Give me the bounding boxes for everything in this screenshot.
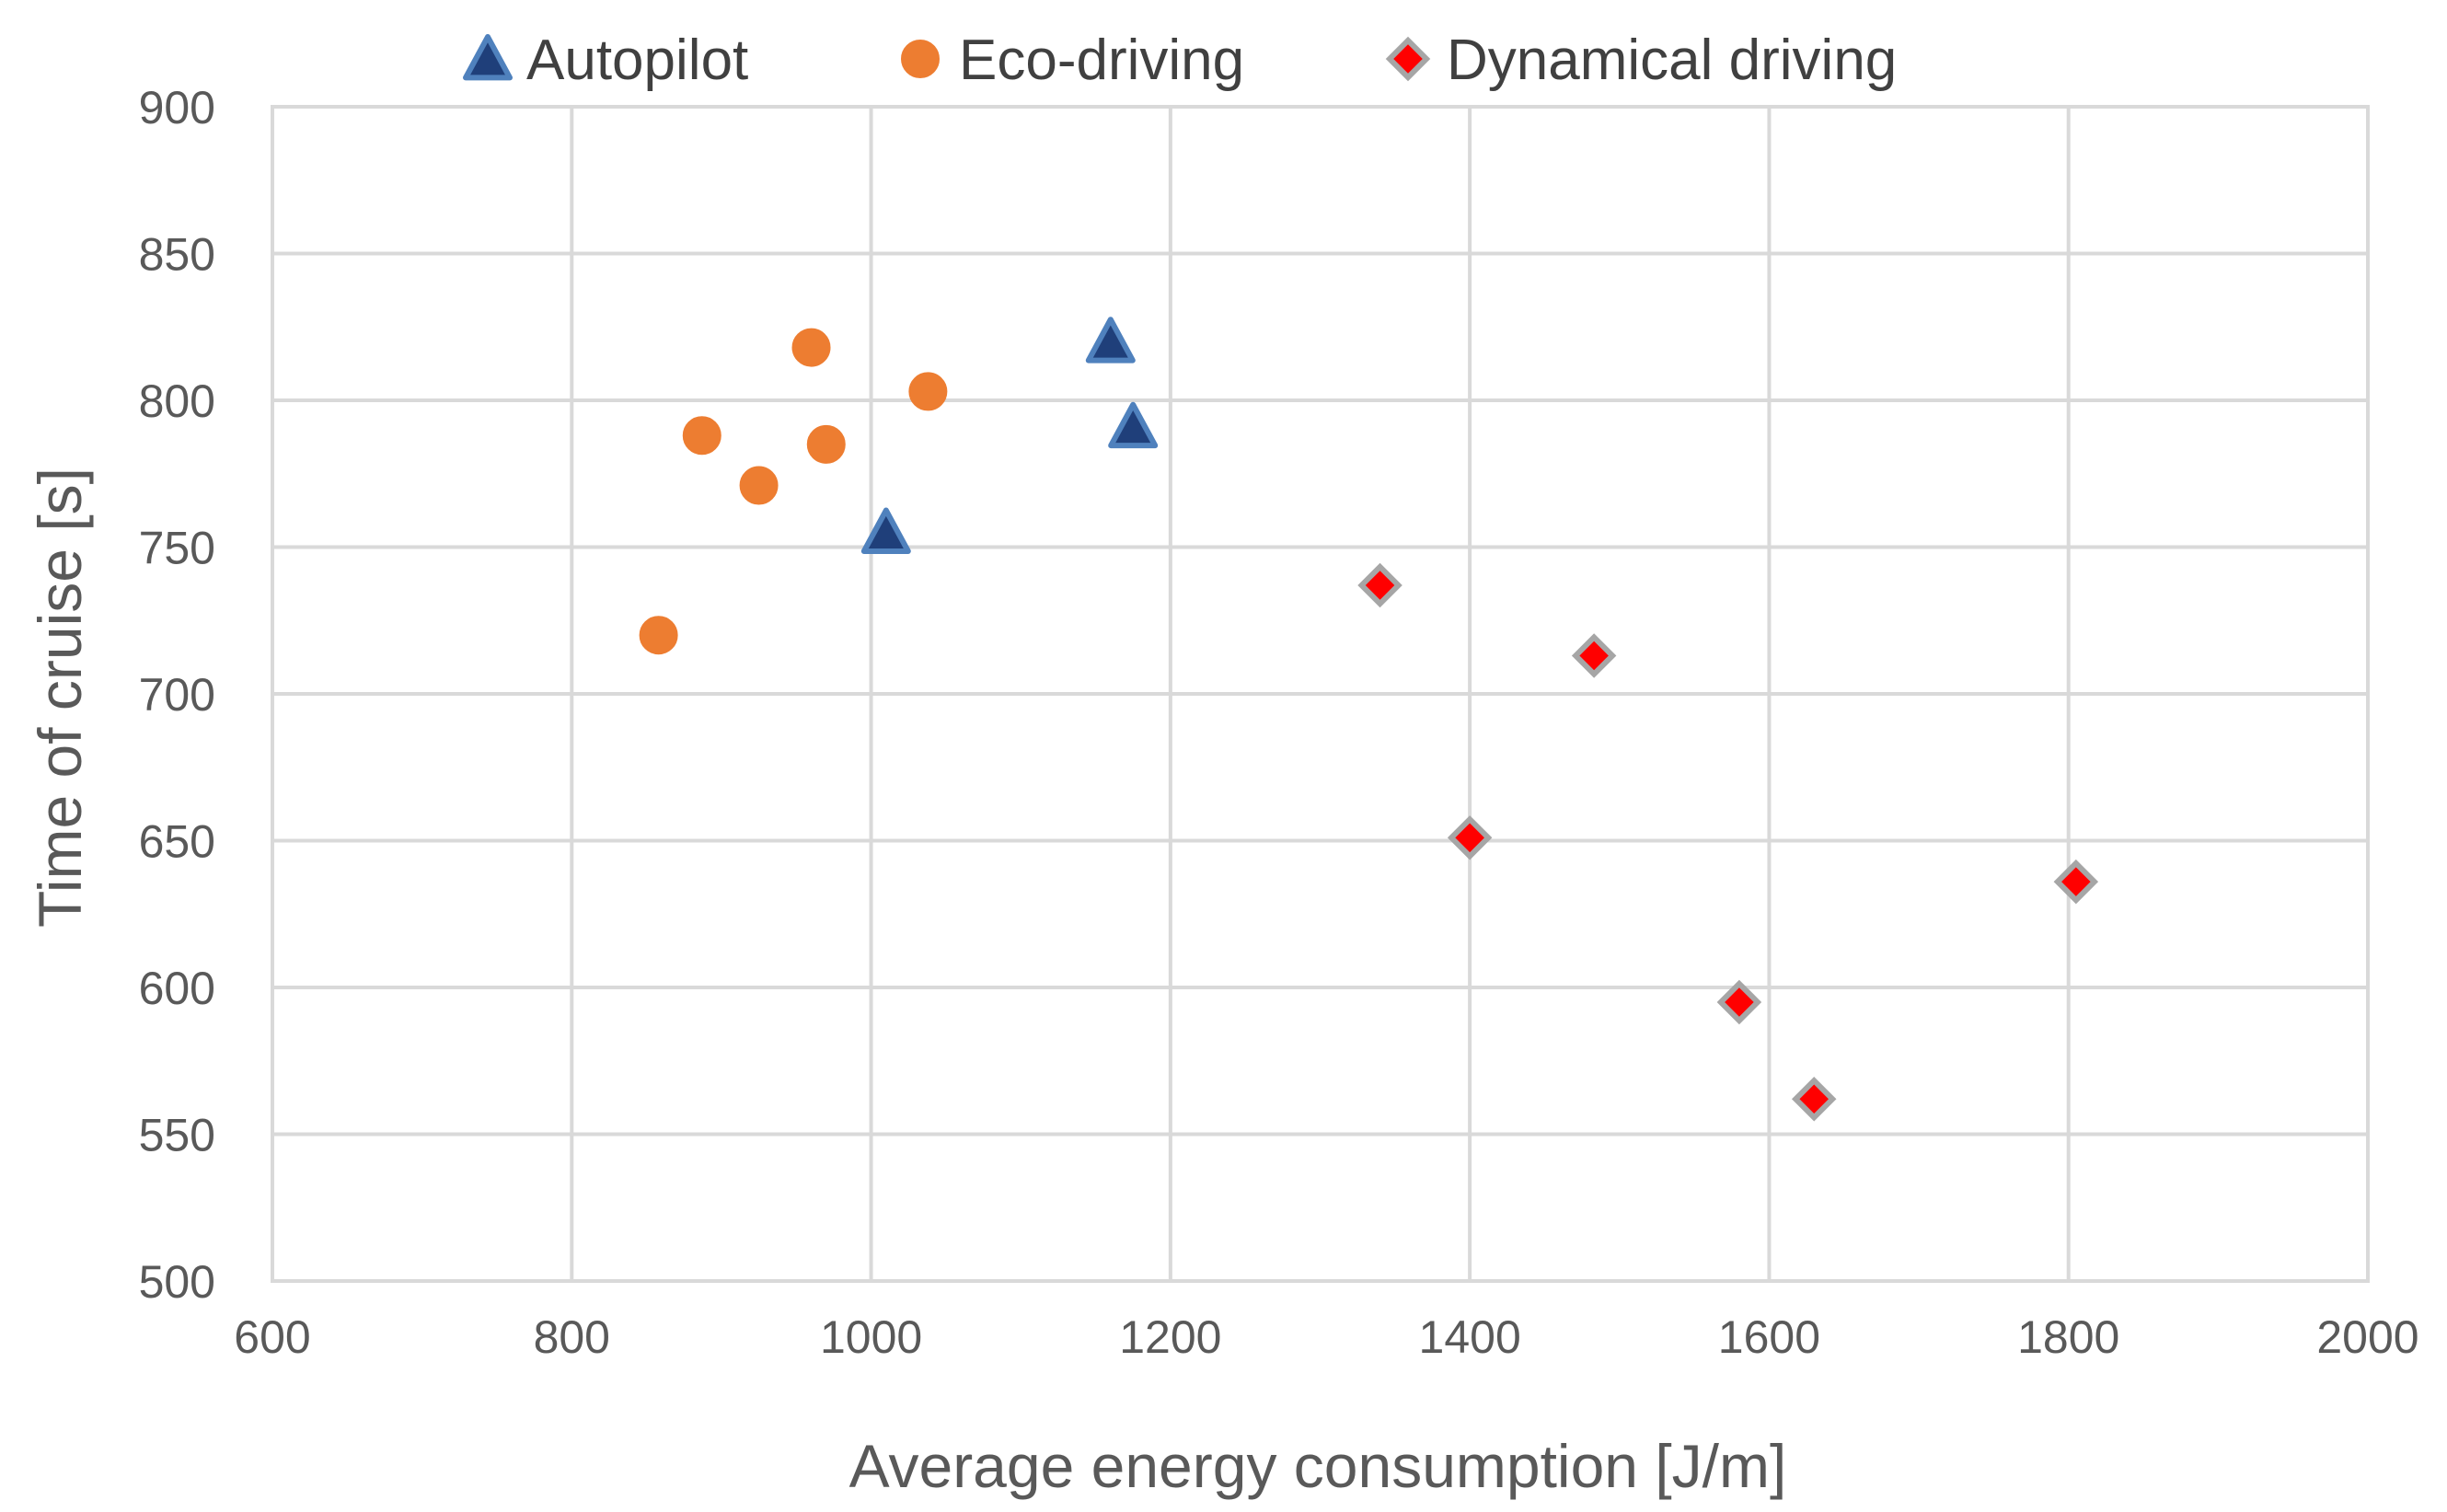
autopilot-point-1 <box>860 507 911 554</box>
x-tick-label-1400: 1400 <box>1419 1311 1521 1363</box>
legend-label-dynamical-driving: Dynamical driving <box>1447 29 1897 92</box>
x-tick-label-600: 600 <box>234 1311 310 1363</box>
autopilot-point-3 <box>1108 401 1159 449</box>
x-tick-label-1800: 1800 <box>2017 1311 2119 1363</box>
eco-driving-point-3 <box>739 466 779 505</box>
y-tick-label-650: 650 <box>139 816 215 868</box>
legend-marker-eco-driving <box>901 40 940 78</box>
x-tick-label-1200: 1200 <box>1119 1311 1221 1363</box>
y-tick-label-500: 500 <box>139 1256 215 1308</box>
y-tick-label-850: 850 <box>139 229 215 281</box>
axes <box>271 105 2370 1283</box>
y-tick-label-700: 700 <box>139 669 215 721</box>
eco-driving-point-6 <box>908 372 948 411</box>
legend: Autopilot Eco-driving Dynamical driving <box>463 29 1897 92</box>
y-tick-label-750: 750 <box>139 523 215 574</box>
x-tick-label-1600: 1600 <box>1718 1311 1820 1363</box>
legend-item-eco-driving: Eco-driving <box>901 29 1244 92</box>
plot-area-border <box>271 105 2370 1283</box>
y-tick-label-800: 800 <box>139 375 215 427</box>
y-tick-label-600: 600 <box>139 963 215 1014</box>
eco-driving-point-2 <box>682 416 721 456</box>
x-tick-label-800: 800 <box>534 1311 610 1363</box>
legend-marker-autopilot <box>463 34 513 81</box>
legend-item-autopilot: Autopilot <box>463 29 748 92</box>
x-axis-title: Average energy consumption [J/m] <box>849 1432 1787 1500</box>
legend-label-autopilot: Autopilot <box>526 29 748 92</box>
dynamical-driving-point-6 <box>2053 859 2099 905</box>
dynamical-driving-point-5 <box>1791 1076 1837 1122</box>
x-tick-label-1000: 1000 <box>820 1311 922 1363</box>
eco-driving-point-5 <box>806 424 846 464</box>
y-tick-label-550: 550 <box>139 1110 215 1161</box>
x-tick-label-2000: 2000 <box>2316 1311 2418 1363</box>
legend-label-eco-driving: Eco-driving <box>959 29 1244 92</box>
dynamical-driving-point-4 <box>1716 979 1762 1025</box>
legend-item-dynamical-driving: Dynamical driving <box>1385 29 1897 92</box>
tick-labels: 600 800 1000 1200 1400 1600 1800 2000 500 550 600 6… <box>139 82 2419 1363</box>
autopilot-point-2 <box>1085 317 1136 364</box>
y-tick-label-900: 900 <box>139 82 215 133</box>
dynamical-driving-point-3 <box>1571 633 1617 678</box>
dynamical-driving-point-1 <box>1357 562 1402 608</box>
dynamical-driving-point-2 <box>1447 815 1493 860</box>
legend-marker-dynamical-driving <box>1385 36 1431 82</box>
data-points <box>639 317 2099 1122</box>
gridlines <box>271 105 2370 1283</box>
y-axis-title: Time of cruise [s] <box>26 467 94 928</box>
eco-driving-point-4 <box>791 328 831 367</box>
eco-driving-point-1 <box>639 616 678 655</box>
